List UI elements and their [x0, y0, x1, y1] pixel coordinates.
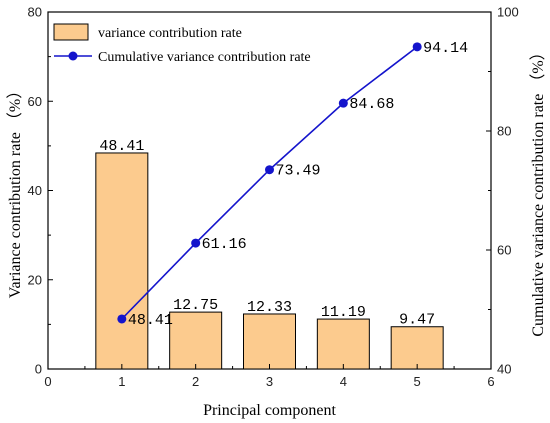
- y2-tick-label: 80: [497, 124, 511, 139]
- x-axis-title: Principal component: [203, 402, 336, 419]
- y-tick-label: 80: [28, 5, 42, 20]
- x-tick-label: 5: [414, 374, 421, 389]
- y2-tick-label: 60: [497, 243, 511, 258]
- bar-group: [95, 152, 444, 370]
- line-point: [191, 238, 201, 248]
- bar: [95, 152, 149, 370]
- legend-line-label: Cumulative variance contribution rate: [98, 50, 311, 65]
- bar-value-label: 11.19: [321, 304, 366, 321]
- x-tick-label: 1: [118, 374, 125, 389]
- line-value-label: 84.68: [349, 96, 394, 113]
- y2-tick-label: 100: [497, 5, 519, 20]
- x-tick-label: 2: [192, 374, 199, 389]
- legend: variance contribution rate Cumulative va…: [53, 23, 311, 65]
- bar: [169, 311, 223, 370]
- y2-axis-title: Cumulative variance contribution rate （%…: [529, 44, 547, 336]
- line-point: [117, 314, 127, 324]
- legend-bar-swatch: [53, 23, 89, 41]
- x-tick-label: 3: [266, 374, 273, 389]
- cumulative-line: [121, 46, 418, 320]
- bar-value-label: 9.47: [399, 312, 435, 329]
- y-tick-label: 0: [35, 362, 42, 377]
- line-point: [338, 98, 348, 108]
- x-tick-label: 4: [340, 374, 347, 389]
- bar-value-label: 48.41: [99, 138, 144, 155]
- y-tick-label: 40: [28, 183, 42, 198]
- y-tick-label: 60: [28, 94, 42, 109]
- legend-bar-label: variance contribution rate: [98, 26, 242, 41]
- line-point: [412, 42, 422, 52]
- y-axis-title: Variance contribution rate （%）: [6, 83, 24, 298]
- y-tick-label: 20: [28, 272, 42, 287]
- bar-value-label: 12.33: [247, 299, 292, 316]
- x-tick-label: 0: [44, 374, 51, 389]
- bar: [316, 318, 370, 370]
- bar-value-label: 12.75: [173, 297, 218, 314]
- line-group: [117, 42, 422, 324]
- line-value-label: 73.49: [276, 163, 321, 180]
- line-point: [265, 165, 274, 175]
- legend-line-marker: [68, 51, 78, 61]
- line-value-label: 48.41: [128, 312, 173, 329]
- bar: [243, 313, 296, 370]
- line-value-label: 94.14: [423, 40, 468, 57]
- line-value-label: 61.16: [202, 236, 247, 253]
- bar: [390, 326, 444, 370]
- x-tick-label: 6: [487, 374, 494, 389]
- y2-tick-label: 40: [497, 362, 511, 377]
